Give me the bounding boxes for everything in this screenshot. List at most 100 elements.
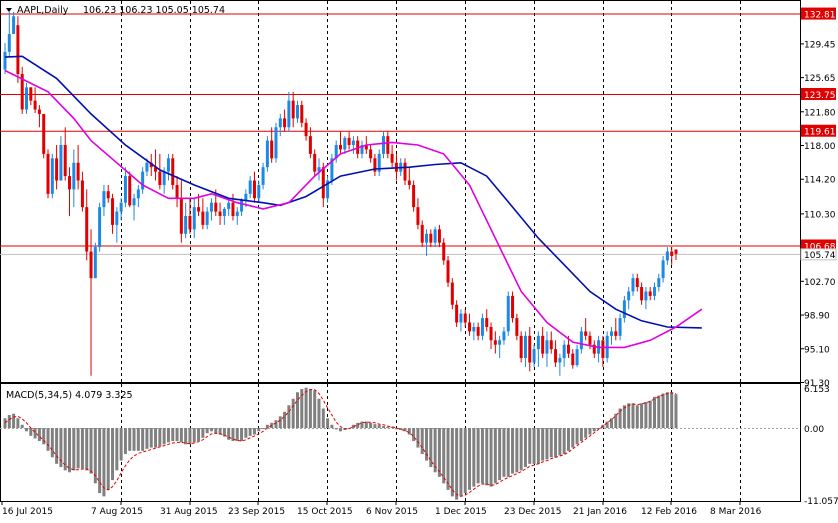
macd-histogram-bar — [59, 428, 63, 468]
candle-body — [420, 224, 424, 243]
macd-histogram-bar — [192, 428, 196, 443]
macd-histogram-bar — [166, 428, 170, 443]
candle-body — [287, 100, 291, 128]
candle-body — [450, 282, 454, 305]
candle-body — [197, 207, 201, 212]
candle-body — [429, 233, 433, 243]
candle-body — [37, 109, 41, 114]
macd-histogram-bar — [364, 421, 368, 429]
date-tick-label: 7 Aug 2015 — [91, 507, 143, 517]
candle-body — [640, 287, 644, 301]
macd-histogram-bar — [640, 403, 644, 429]
candle-body — [498, 340, 502, 345]
macd-histogram-bar — [476, 428, 480, 484]
macd-histogram-bar — [399, 428, 403, 430]
level-price-tag — [801, 87, 836, 100]
candle-body — [541, 335, 545, 354]
macd-histogram-bar — [519, 428, 523, 471]
candle-body — [377, 153, 381, 172]
candle-body — [119, 202, 123, 212]
macd-histogram-bar — [506, 428, 510, 477]
candle-body — [459, 313, 463, 323]
macd-histogram-bar — [390, 426, 394, 429]
candle-body — [252, 180, 256, 199]
candle-body — [476, 326, 480, 336]
candle-body — [674, 249, 678, 254]
macd-histogram-bar — [536, 428, 540, 464]
candle-body — [648, 291, 652, 296]
macd-histogram-bar — [562, 428, 566, 455]
candle-body — [480, 318, 484, 336]
macd-histogram-bar — [493, 428, 497, 484]
candle-body — [386, 136, 390, 154]
macd-histogram-bar — [597, 428, 601, 430]
macd-histogram-bar — [274, 420, 278, 429]
macd-histogram-bar — [459, 428, 463, 497]
macd-histogram-bar — [446, 428, 450, 490]
macd-histogram-bar — [291, 398, 295, 429]
candle-body — [89, 251, 93, 279]
macd-histogram-bar — [618, 408, 622, 429]
macd-histogram-bar — [111, 428, 115, 481]
candle-body — [222, 208, 226, 217]
candle-body — [549, 340, 553, 350]
candle-body — [166, 158, 170, 172]
macd-tick-label: 6.153 — [804, 385, 830, 395]
level-price-tag-label: 119.61 — [804, 128, 836, 138]
candle-body — [519, 335, 523, 359]
candle-body — [489, 326, 493, 341]
candle-body — [171, 158, 175, 185]
candle-body — [575, 349, 579, 366]
macd-histogram-bar — [665, 392, 669, 429]
macd-histogram-bar — [351, 424, 355, 429]
macd-histogram-bar — [326, 418, 330, 429]
candle-body — [403, 162, 407, 181]
macd-histogram-bar — [515, 428, 519, 473]
candle-body — [7, 34, 11, 52]
date-tick-label: 23 Dec 2015 — [504, 507, 562, 517]
ohlc-readout: 106.23 106.23 105.05 105.74 — [83, 5, 225, 16]
price-tick-label: 95.10 — [804, 345, 830, 355]
price-tick-label: 129.45 — [804, 40, 836, 50]
candle-body — [588, 335, 592, 345]
candle-body — [330, 158, 334, 181]
candle-body — [278, 118, 282, 128]
macd-histogram-bar — [523, 428, 527, 468]
candle-body — [149, 162, 153, 168]
macd-histogram-bar — [433, 428, 437, 473]
macd-histogram-bar — [558, 428, 562, 456]
macd-histogram-bar — [218, 428, 222, 435]
macd-histogram-bar — [119, 428, 123, 461]
candle-body — [123, 176, 127, 203]
date-tick-label: 15 Oct 2015 — [297, 507, 353, 517]
date-tick-label: 21 Jan 2016 — [573, 507, 627, 517]
macd-histogram-bar — [360, 421, 364, 429]
macd-histogram-bar — [98, 428, 102, 494]
macd-histogram-bar — [252, 428, 256, 435]
candle-body — [455, 304, 459, 323]
current-price-tag — [800, 248, 837, 261]
price-tick-label: 114.20 — [804, 176, 836, 186]
candle-body — [468, 322, 472, 332]
candle-body — [584, 331, 588, 336]
price-panel-border — [0, 0, 801, 383]
macd-histogram-bar — [201, 428, 205, 438]
candle-body — [3, 51, 7, 70]
price-layer — [3, 11, 703, 376]
candle-body — [29, 87, 33, 101]
candle-body — [111, 198, 115, 225]
slow-moving-average-line — [4, 55, 702, 329]
candle-body — [321, 167, 325, 199]
macd-histogram-bar — [377, 424, 381, 429]
candle-body — [154, 167, 158, 172]
candle-body — [657, 278, 661, 288]
date-tick-label: 23 Sep 2015 — [228, 507, 285, 517]
candle-body — [257, 184, 261, 199]
macd-histogram-bar — [575, 428, 579, 445]
candle-body — [85, 207, 89, 252]
candle-body — [506, 295, 510, 332]
candle-body — [442, 242, 446, 261]
candle-body — [601, 340, 605, 359]
triangle-down-icon[interactable] — [6, 8, 12, 12]
